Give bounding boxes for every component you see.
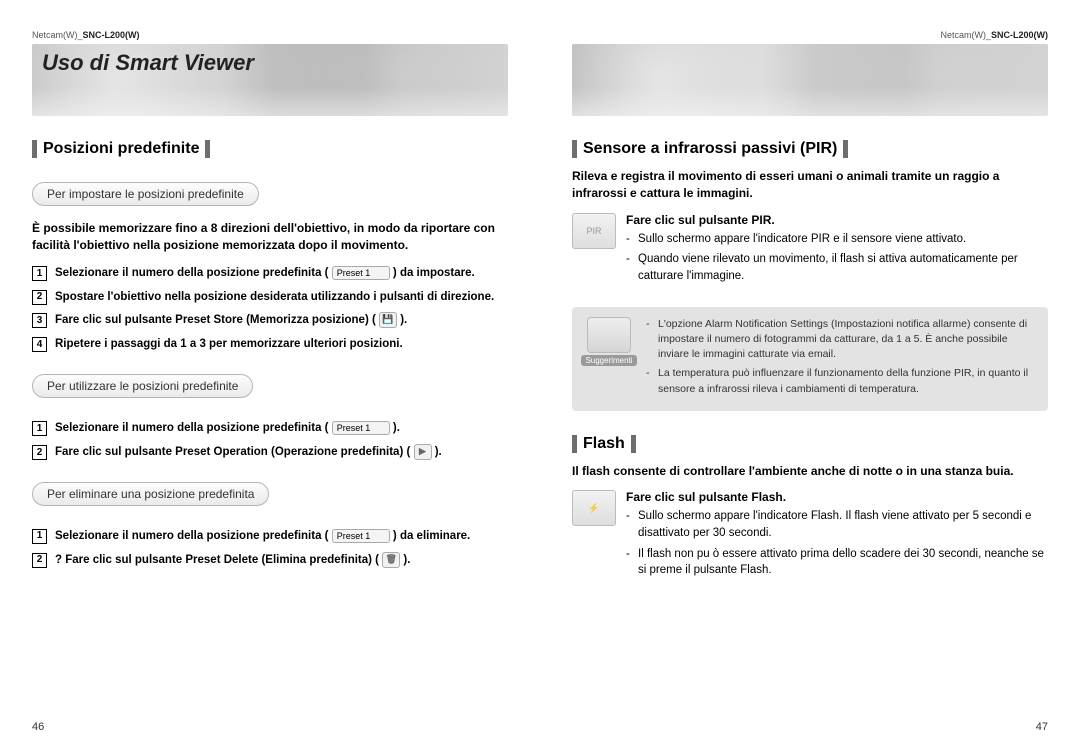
pir-detail-list: Sullo schermo appare l'indicatore PIR e … <box>626 231 1048 285</box>
mascot-icon <box>587 317 631 353</box>
list-item: Sullo schermo appare l'indicatore Flash.… <box>626 508 1048 541</box>
preset-dropdown[interactable]: Preset 1 <box>332 266 390 280</box>
flash-intro: Il flash consente di controllare l'ambie… <box>572 463 1048 480</box>
step-text: ). <box>435 446 442 458</box>
product-name: Netcam(W)_ <box>940 30 991 40</box>
step-text: ). <box>400 314 407 326</box>
pir-intro: Rileva e registra il movimento di esseri… <box>572 168 1048 203</box>
step-text: Fare clic sul pulsante Preset Operation … <box>55 446 410 458</box>
page-spread: Netcam(W)_SNC-L200(W) Uso di Smart Viewe… <box>0 0 1080 747</box>
step-number-icon: 4 <box>32 337 47 352</box>
pir-button-icon[interactable]: PIR <box>572 213 616 249</box>
list-item: Il flash non pu ò essere attivato prima … <box>626 546 1048 579</box>
header-left: Netcam(W)_SNC-L200(W) <box>32 30 508 40</box>
step-text: Selezionare il numero della posizione pr… <box>55 530 329 542</box>
heading-bar-icon <box>572 140 577 158</box>
page-right: Netcam(W)_SNC-L200(W) Sensore a infraros… <box>540 0 1080 747</box>
page-left: Netcam(W)_SNC-L200(W) Uso di Smart Viewe… <box>0 0 540 747</box>
heading-bar-icon <box>843 140 848 158</box>
steps-use-presets: 1 Selezionare il numero della posizione … <box>32 420 508 462</box>
product-name: Netcam(W)_ <box>32 30 83 40</box>
preset-dropdown[interactable]: Preset 1 <box>332 529 390 543</box>
preset-delete-icon[interactable]: 🗑 <box>382 552 400 568</box>
preset-store-icon[interactable]: 💾 <box>379 312 397 328</box>
step-item: 2 Spostare l'obiettivo nella posizione d… <box>32 289 508 307</box>
step-item: 3 Fare clic sul pulsante Preset Store (M… <box>32 312 508 330</box>
step-number-icon: 1 <box>32 266 47 281</box>
step-number-icon: 2 <box>32 553 47 568</box>
tips-box: Suggerimenti L'opzione Alarm Notificatio… <box>572 307 1048 411</box>
step-text: ). <box>393 422 400 434</box>
header-right: Netcam(W)_SNC-L200(W) <box>572 30 1048 40</box>
step-text: Spostare l'obiettivo nella posizione des… <box>55 289 494 307</box>
section-heading-pir: Sensore a infrarossi passivi (PIR) <box>572 140 1048 158</box>
pir-lead: Fare clic sul pulsante PIR. <box>626 213 1048 227</box>
steps-delete-presets: 1 Selezionare il numero della posizione … <box>32 528 508 570</box>
heading-bar-icon <box>631 435 636 453</box>
heading-bar-icon <box>205 140 210 158</box>
tips-list: L'opzione Alarm Notification Settings (I… <box>646 317 1036 401</box>
step-number-icon: 2 <box>32 445 47 460</box>
step-item: 2 ? Fare clic sul pulsante Preset Delete… <box>32 552 508 570</box>
step-item: 4 Ripetere i passaggi da 1 a 3 per memor… <box>32 336 508 354</box>
subsection-pill-use: Per utilizzare le posizioni predefinite <box>32 374 253 398</box>
section-title-text: Flash <box>583 435 625 453</box>
step-text: ) da impostare. <box>393 267 475 279</box>
flash-instruction-row: ⚡ Fare clic sul pulsante Flash. Sullo sc… <box>572 490 1048 583</box>
step-item: 1 Selezionare il numero della posizione … <box>32 528 508 546</box>
step-item: 1 Selezionare il numero della posizione … <box>32 265 508 283</box>
step-number-icon: 3 <box>32 313 47 328</box>
heading-bar-icon <box>32 140 37 158</box>
step-number-icon: 1 <box>32 529 47 544</box>
page-number-left: 46 <box>32 721 44 733</box>
model-name: SNC-L200(W) <box>991 30 1048 40</box>
heading-bar-icon <box>572 435 577 453</box>
step-text: ) da eliminare. <box>393 530 470 542</box>
step-number-icon: 1 <box>32 421 47 436</box>
preset-dropdown[interactable]: Preset 1 <box>332 421 390 435</box>
step-item: 1 Selezionare il numero della posizione … <box>32 420 508 438</box>
tips-label: Suggerimenti <box>581 355 636 366</box>
step-text: ). <box>403 554 410 566</box>
steps-set-presets: 1 Selezionare il numero della posizione … <box>32 265 508 354</box>
list-item: Sullo schermo appare l'indicatore PIR e … <box>626 231 1048 248</box>
flash-lead: Fare clic sul pulsante Flash. <box>626 490 1048 504</box>
step-item: 2 Fare clic sul pulsante Preset Operatio… <box>32 444 508 462</box>
banner-title: Uso di Smart Viewer <box>42 50 254 76</box>
list-item: Quando viene rilevato un movimento, il f… <box>626 251 1048 284</box>
preset-operation-icon[interactable]: ▶ <box>414 444 432 460</box>
preset-intro: È possibile memorizzare fino a 8 direzio… <box>32 220 508 255</box>
list-item: La temperatura può influenzare il funzio… <box>646 366 1036 396</box>
step-number-icon: 2 <box>32 290 47 305</box>
flash-detail-list: Sullo schermo appare l'indicatore Flash.… <box>626 508 1048 579</box>
step-text: Selezionare il numero della posizione pr… <box>55 422 329 434</box>
section-heading-flash: Flash <box>572 435 1048 453</box>
section-title-text: Sensore a infrarossi passivi (PIR) <box>583 140 837 158</box>
subsection-pill-set: Per impostare le posizioni predefinite <box>32 182 259 206</box>
step-text: Ripetere i passaggi da 1 a 3 per memoriz… <box>55 336 403 354</box>
banner: Uso di Smart Viewer <box>32 44 508 116</box>
section-title-text: Posizioni predefinite <box>43 140 199 158</box>
section-heading-presets: Posizioni predefinite <box>32 140 508 158</box>
pir-instruction-row: PIR Fare clic sul pulsante PIR. Sullo sc… <box>572 213 1048 289</box>
step-text: Selezionare il numero della posizione pr… <box>55 267 329 279</box>
page-number-right: 47 <box>1036 721 1048 733</box>
list-item: L'opzione Alarm Notification Settings (I… <box>646 317 1036 363</box>
model-name: SNC-L200(W) <box>83 30 140 40</box>
tips-icon: Suggerimenti <box>582 317 636 401</box>
subsection-pill-delete: Per eliminare una posizione predefinita <box>32 482 269 506</box>
step-text: Fare clic sul pulsante Preset Store (Mem… <box>55 314 376 326</box>
flash-button-icon[interactable]: ⚡ <box>572 490 616 526</box>
step-text: ? Fare clic sul pulsante Preset Delete (… <box>55 554 379 566</box>
banner-right <box>572 44 1048 116</box>
